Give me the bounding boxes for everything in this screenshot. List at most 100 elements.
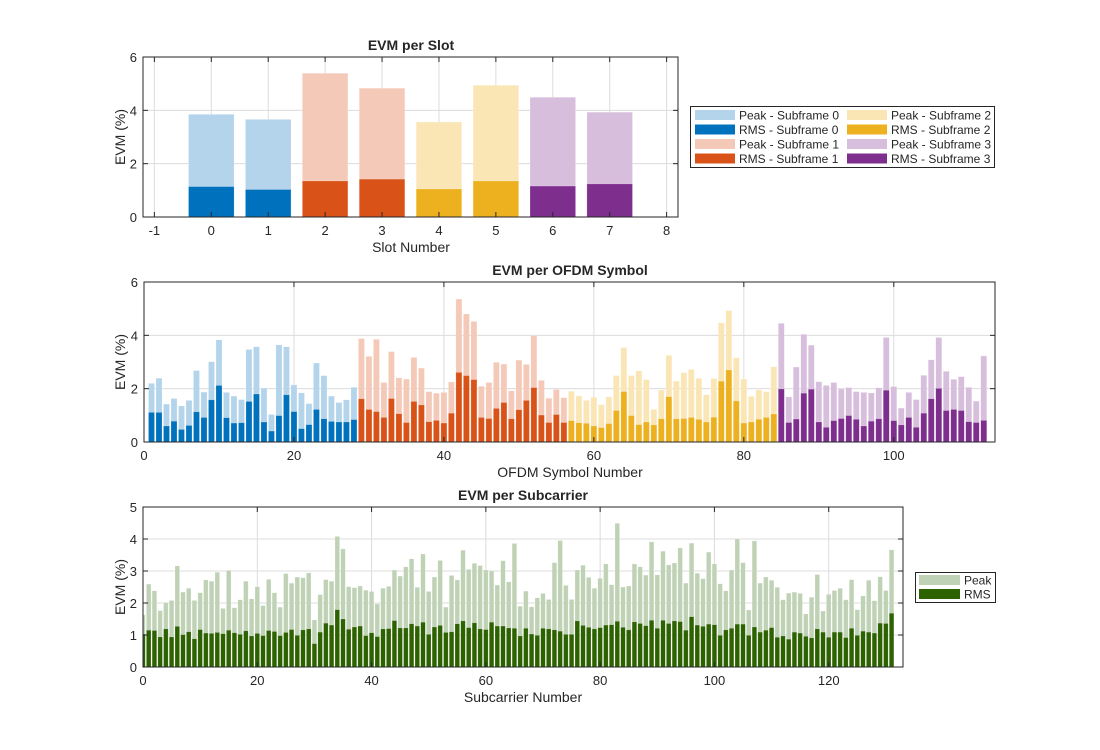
rms-bar — [711, 624, 717, 667]
rms-bar — [671, 620, 677, 667]
rms-bar — [837, 631, 843, 667]
peak-bar — [763, 391, 770, 442]
rms-bar — [580, 625, 586, 667]
axis-box — [142, 506, 904, 668]
rms-bar — [290, 411, 298, 442]
rms-bar — [529, 185, 576, 217]
rms-bar — [186, 631, 192, 667]
rms-bar — [243, 630, 249, 667]
rms-bar — [460, 620, 466, 667]
peak-bar — [797, 593, 803, 667]
rms-bar — [151, 630, 157, 667]
x-tick-label: 100 — [883, 448, 905, 463]
rms-bar — [740, 623, 746, 667]
rms-bar — [388, 398, 395, 442]
rms-bar — [965, 421, 973, 442]
rms-bar — [386, 628, 392, 667]
rms-bar — [563, 634, 569, 667]
peak-bar — [403, 378, 410, 442]
rms-bar — [214, 632, 220, 667]
peak-bar — [814, 574, 820, 667]
peak-bar — [433, 392, 440, 442]
x-tick-label: 80 — [593, 673, 607, 688]
rms-bar — [237, 634, 243, 667]
rms-bar — [523, 628, 529, 667]
peak-bar — [320, 375, 328, 442]
rms-bar — [395, 413, 403, 442]
rms-bar — [700, 626, 706, 667]
peak-bar — [853, 391, 860, 442]
rms-bar — [590, 425, 598, 442]
rms-bar — [515, 409, 523, 442]
rms-bar — [420, 621, 426, 667]
rms-bar — [200, 417, 208, 442]
rms-bar — [706, 623, 712, 667]
rms-bar — [340, 618, 346, 667]
rms-bar — [809, 637, 815, 667]
rms-bar — [688, 417, 695, 442]
rms-bar — [471, 622, 477, 667]
peak-bar — [889, 549, 895, 667]
rms-bar — [793, 418, 800, 442]
rms-bar — [734, 623, 740, 667]
peak-bar — [590, 396, 598, 442]
peak-bar — [688, 369, 695, 442]
x-tick-label: 20 — [250, 673, 264, 688]
rms-bar — [431, 626, 437, 667]
peak-bar — [249, 598, 255, 667]
peak-bar — [740, 378, 748, 442]
peak-bar — [965, 387, 973, 442]
rms-bar — [725, 369, 733, 442]
rms-bar — [511, 628, 517, 667]
peak-bar — [733, 357, 740, 442]
y-tick-label: 4 — [130, 532, 137, 547]
rms-bar — [346, 628, 352, 667]
peak-bar — [460, 549, 466, 667]
rms-bar — [860, 425, 868, 442]
legend-label: RMS — [964, 588, 991, 602]
rms-bar — [155, 412, 163, 442]
rms-bar — [197, 629, 203, 667]
rms-bar — [643, 421, 650, 442]
rms-bar — [620, 627, 626, 667]
rms-bar — [448, 412, 455, 442]
rms-bar — [845, 415, 853, 442]
rms-bar — [583, 423, 590, 442]
rms-bar — [905, 417, 913, 442]
peak-bar — [477, 565, 483, 667]
rms-bar — [666, 623, 672, 667]
rms-bar — [483, 629, 489, 667]
legend-swatch — [695, 124, 735, 135]
rms-bar — [586, 627, 592, 667]
peak-bar — [866, 580, 872, 667]
x-tick-label: 60 — [587, 448, 601, 463]
peak-bar — [734, 538, 740, 667]
rms-bar — [470, 379, 478, 442]
peak-bar — [920, 375, 928, 442]
rms-bar — [553, 414, 560, 442]
peak-bar — [823, 385, 830, 442]
rms-bar — [703, 421, 710, 442]
peak-bar — [774, 587, 780, 667]
rms-bar — [323, 622, 329, 667]
rms-bar — [174, 626, 180, 667]
rms-bar — [694, 624, 700, 667]
rms-bar — [223, 417, 230, 442]
peak-bar — [711, 563, 717, 667]
x-tick-label: 0 — [140, 448, 147, 463]
rms-bar — [568, 420, 575, 442]
rms-bar — [157, 636, 163, 667]
peak-bar — [500, 560, 506, 667]
peak-bar — [671, 562, 677, 667]
peak-bar — [586, 577, 592, 667]
rms-bar — [517, 635, 523, 667]
y-tick-label: 0 — [131, 435, 138, 450]
rms-bar — [226, 629, 232, 667]
rms-bar — [305, 424, 313, 442]
rms-bar — [613, 410, 620, 442]
rms-bar — [193, 411, 200, 442]
peak-bar — [313, 362, 320, 442]
rms-bar — [185, 425, 193, 442]
slot-chart-title: EVM per Slot — [368, 37, 455, 53]
